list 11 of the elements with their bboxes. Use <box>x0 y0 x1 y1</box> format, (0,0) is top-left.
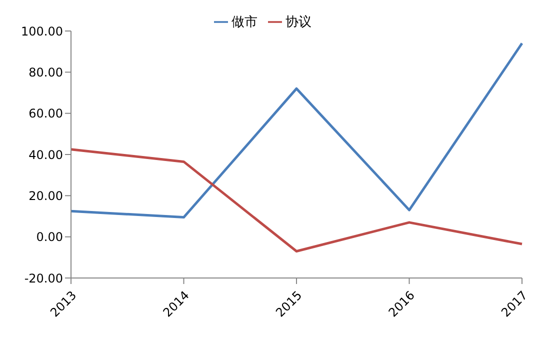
y-tick-label: 60.00 <box>28 106 63 121</box>
y-tick-label: 40.00 <box>28 148 63 162</box>
y-tick-label: 20.00 <box>28 188 63 203</box>
y-tick-label: 100.00 <box>21 24 63 38</box>
legend-label: 协议 <box>286 15 312 30</box>
y-tick-label: -20.00 <box>24 271 63 286</box>
line-series <box>70 148 524 252</box>
y-tick-label: 80.00 <box>28 65 63 80</box>
legend-label: 做市 <box>232 15 258 30</box>
y-tick-label: 0.00 <box>36 230 63 244</box>
line-series <box>70 42 524 219</box>
